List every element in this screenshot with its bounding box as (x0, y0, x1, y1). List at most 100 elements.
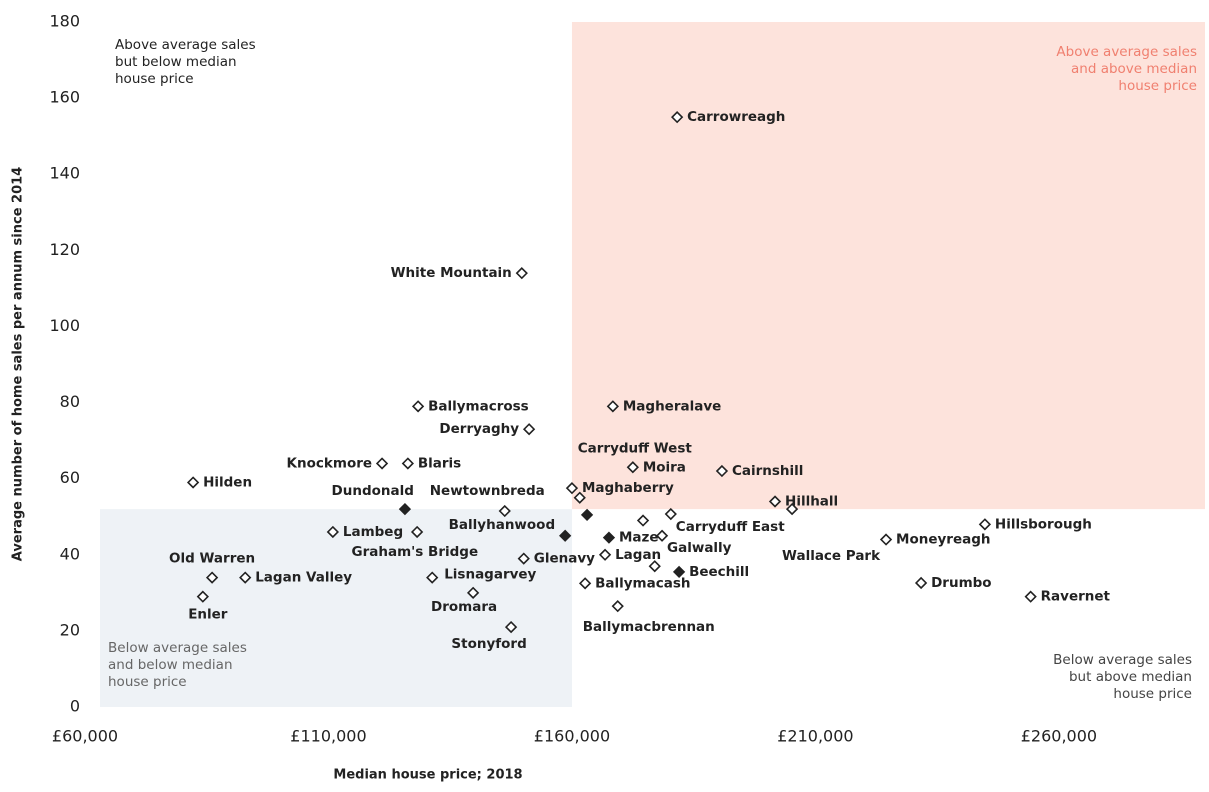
point-label: Stonyford (451, 636, 526, 652)
y-tick-label: 0 (70, 697, 80, 716)
point-label: Dromara (431, 599, 497, 615)
x-tick-label: £110,000 (290, 727, 366, 746)
marker (785, 502, 799, 516)
point-label: Carryduff East (676, 519, 785, 535)
point-label: Beechill (689, 564, 749, 580)
quadrant-label-line: and above median (1071, 61, 1197, 77)
marker (411, 400, 425, 413)
quadrant-label-line: house price (1118, 78, 1197, 94)
point-label: Blaris (418, 455, 461, 471)
marker (672, 565, 686, 579)
marker (205, 571, 219, 584)
marker (239, 571, 252, 584)
quadrant-label: Below average sales and below median house… (108, 640, 247, 690)
y-tick-label: 80 (60, 392, 80, 411)
quadrant-label-line: Below average sales (108, 640, 247, 656)
quadrant-label-line: house price (1113, 686, 1192, 702)
marker (715, 464, 729, 478)
point-label: Carrowreagh (687, 109, 785, 125)
x-tick-label: £60,000 (52, 727, 118, 746)
x-tick-label: £210,000 (777, 727, 853, 746)
marker (426, 571, 439, 584)
marker (914, 576, 928, 590)
marker (573, 491, 586, 504)
point-label: Enler (188, 607, 228, 623)
y-tick-label: 20 (60, 620, 80, 639)
marker (655, 529, 669, 542)
marker (611, 600, 624, 613)
marker (515, 267, 528, 280)
quadrant-label-line: and below median (108, 657, 233, 673)
quadrant-label-line: but below median (115, 54, 237, 70)
point-label: Cairnshill (732, 463, 803, 479)
marker (517, 552, 530, 565)
point-label: Ballyhanwood (449, 517, 555, 533)
point-label: Lagan (615, 547, 661, 563)
quadrant-label: Above average sales and above median house… (1056, 44, 1197, 94)
marker (602, 531, 616, 544)
marker (606, 400, 619, 413)
quadrant-label: Below average sales but above median house… (1053, 652, 1192, 702)
marker (879, 533, 893, 546)
quadrant-label-line: but above median (1069, 669, 1192, 685)
marker (580, 508, 594, 521)
marker (326, 525, 339, 539)
point-label: Ravernet (1041, 589, 1111, 605)
marker (498, 504, 511, 518)
y-tick-label: 120 (49, 240, 80, 259)
point-label: Carryduff West (578, 441, 693, 457)
y-tick-label: 40 (60, 544, 80, 563)
quadrant-top-right (571, 22, 1205, 510)
x-tick-label: £160,000 (534, 727, 610, 746)
point-label: Derryaghy (439, 421, 519, 437)
marker (504, 620, 518, 634)
marker (768, 495, 782, 508)
marker (1024, 590, 1037, 603)
quadrant-label-line: Above average sales (1056, 44, 1197, 60)
marker (664, 507, 677, 521)
point-label: Graham's Bridge (352, 544, 479, 560)
y-tick-label: 140 (49, 164, 80, 183)
point-label: Hillhall (785, 494, 838, 510)
marker (648, 560, 661, 573)
marker (466, 586, 480, 599)
x-tick-label: £260,000 (1021, 727, 1097, 746)
marker (578, 577, 592, 590)
quadrant-label-line: Below average sales (1053, 652, 1192, 668)
marker (978, 518, 992, 531)
marker (196, 590, 209, 603)
point-label: Maze (619, 530, 659, 546)
marker (598, 548, 612, 561)
y-tick-label: 180 (49, 12, 80, 31)
marker (559, 529, 572, 542)
marker (671, 111, 684, 124)
point-label: Glenavy (534, 551, 595, 567)
point-label: Maghaberry (582, 480, 674, 496)
point-label: White Mountain (391, 265, 512, 281)
point-label: Newtownbreda (430, 483, 545, 499)
y-tick-label: 60 (60, 468, 80, 487)
quadrant-label-line: house price (115, 71, 194, 87)
point-label: Lagan Valley (255, 570, 352, 586)
point-label: Old Warren (169, 551, 255, 567)
point-label: Hillsborough (995, 516, 1092, 532)
point-label: Galwally (667, 540, 732, 556)
point-label: Lambeg (343, 524, 403, 540)
point-label: Ballymacbrennan (583, 619, 715, 635)
marker (626, 461, 639, 474)
x-axis-label: Median house price; 2018 (333, 768, 522, 783)
marker (565, 482, 579, 495)
point-label: Ballymacash (595, 575, 690, 591)
point-label: Wallace Park (782, 548, 881, 564)
marker (401, 457, 414, 470)
quadrant-label-line: Above average sales (115, 37, 256, 53)
point-label: Dundonald (332, 483, 414, 499)
quadrant-label-line: house price (108, 674, 187, 690)
point-label: Moira (643, 459, 686, 475)
y-tick-label: 160 (49, 88, 80, 107)
marker (410, 525, 424, 539)
point-label: Ballymacross (428, 398, 529, 414)
quadrant-label: Above average sales but below median house… (115, 37, 256, 87)
point-label: Hilden (203, 474, 252, 490)
